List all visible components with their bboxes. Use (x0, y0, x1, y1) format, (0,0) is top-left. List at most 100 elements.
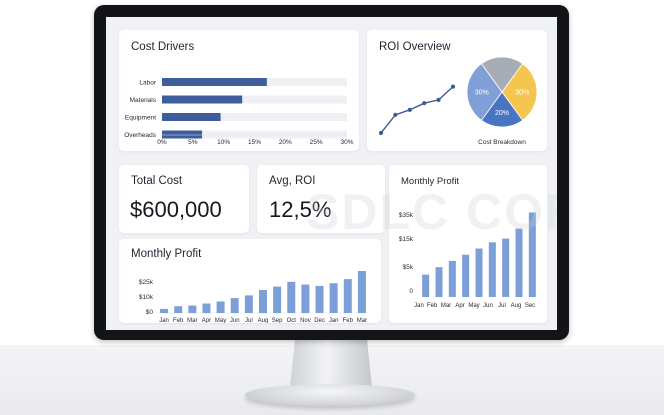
monthly-profit-side-title: Monthly Profit (401, 176, 460, 187)
y-tick-label: 0 (409, 288, 413, 295)
month-label: Feb (427, 303, 438, 309)
month-label: Jul (245, 318, 253, 323)
profit-bar (259, 289, 267, 313)
x-tick-label: 30% (340, 139, 353, 146)
month-label: Jun (230, 318, 240, 323)
monitor: Cost Drivers Labor Materials Equipment Over… (94, 5, 569, 340)
x-tick-label: 20% (279, 139, 292, 146)
month-label: May (215, 318, 226, 323)
avg-roi-value: 12,5% (269, 197, 332, 222)
side-profit-bar (422, 274, 430, 297)
side-profit-bar (435, 267, 443, 297)
y-tick-label: $5k (403, 264, 414, 271)
month-label: Sep (272, 318, 283, 323)
x-tick-label: 10% (217, 139, 230, 146)
pie-slice (480, 56, 524, 93)
cost-drivers-card: Cost Drivers Labor Materials Equipment Over… (119, 30, 359, 151)
month-label: Mar (441, 303, 451, 309)
bar-materials (162, 95, 243, 104)
roi-overview-title: ROI Overview (379, 41, 451, 53)
month-label: Sec (525, 303, 535, 309)
month-label: Jun (483, 303, 493, 309)
bar-equipment (162, 113, 221, 121)
side-profit-bar (475, 248, 483, 297)
cost-breakdown-pie: 30% 20% 30% Cost Breakdown (466, 56, 538, 146)
total-cost-value: $600,000 (130, 197, 222, 222)
y-tick-label: $15k (399, 236, 414, 243)
month-label: Apr (202, 318, 211, 323)
roi-point (378, 130, 384, 136)
pie-slice-label: 30% (515, 90, 529, 97)
monthly-profit-card: Monthly Profit Jan Feb Mar Apr May Jun Jul Aug S… (119, 239, 381, 323)
watermark: SDLC CORP (306, 184, 557, 240)
profit-bar (273, 286, 282, 313)
month-label: Aug (258, 318, 269, 323)
profit-bar (216, 301, 225, 313)
bar-track (162, 113, 347, 121)
side-profit-bar (488, 242, 496, 297)
dashboard-screen: Cost Drivers Labor Materials Equipment Over… (106, 17, 557, 330)
pie-slice (501, 63, 538, 121)
y-tick-label: $35k (399, 212, 414, 219)
side-profit-bar (462, 254, 470, 297)
x-tick-label: 15% (248, 139, 261, 146)
y-tick-label: $10k (139, 294, 154, 301)
roi-point (422, 101, 427, 106)
category-label: Overheads (124, 132, 157, 139)
profit-bar (230, 298, 239, 313)
x-tick-label: 25% (310, 139, 323, 146)
month-label: Jan (159, 318, 169, 323)
avg-roi-card: Avg, ROI 12,5% (257, 165, 385, 233)
x-tick-label: 5% (188, 139, 198, 146)
roi-line (380, 86, 454, 134)
category-label: Materials (130, 97, 157, 104)
month-label: Dec (314, 318, 325, 323)
profit-bar (287, 281, 296, 313)
roi-point (436, 97, 441, 102)
total-cost-card: Total Cost $600,000 (119, 165, 249, 233)
cost-drivers-title: Cost Drivers (131, 41, 195, 53)
month-label: Jul (498, 303, 506, 309)
month-label: Mar (187, 318, 197, 323)
monitor-stand-neck (290, 340, 372, 388)
pie-slice-label: 30% (475, 90, 489, 97)
roi-line-chart: 202020202023 (378, 84, 456, 136)
profit-bar (301, 284, 310, 313)
profit-bar (160, 308, 169, 313)
profit-bar (244, 295, 253, 313)
category-label: Labor (139, 80, 156, 87)
bar-track (162, 95, 347, 104)
total-cost-label: Total Cost (131, 175, 183, 187)
monthly-profit-side-card: Monthly Profit Jan Feb Mar Apr May Jun Jul Aug S… (389, 165, 547, 323)
avg-roi-label: Avg, ROI (269, 175, 316, 187)
profit-bar (174, 306, 183, 313)
profit-bar (202, 303, 211, 313)
month-label: Apr (455, 303, 464, 309)
month-label: Jan (329, 318, 339, 323)
month-label: Feb (173, 318, 184, 323)
monitor-stand-base (245, 384, 415, 406)
month-label: May (468, 303, 479, 309)
pie-slice-label: 20% (495, 110, 509, 117)
pie-slice (480, 91, 524, 128)
pie-slice (466, 63, 503, 121)
bar-track (162, 130, 347, 139)
month-label: Oct (287, 318, 297, 323)
month-label: Feb (343, 318, 354, 323)
pie-caption: Cost Breakdown (478, 139, 526, 146)
month-label: Jan (414, 303, 424, 309)
profit-bar (329, 283, 338, 313)
roi-point (407, 107, 412, 112)
side-profit-bar (448, 260, 456, 297)
x-tick-label: 0% (157, 139, 167, 146)
month-label: Aug (511, 303, 522, 309)
bar-labor (162, 78, 267, 86)
monthly-profit-title: Monthly Profit (131, 248, 202, 260)
profit-bar (343, 279, 352, 313)
month-label: Mar (357, 318, 367, 323)
side-profit-bar (502, 238, 510, 297)
y-tick-label: $0 (146, 309, 154, 316)
roi-point (450, 84, 456, 89)
side-profit-bar (515, 228, 523, 297)
